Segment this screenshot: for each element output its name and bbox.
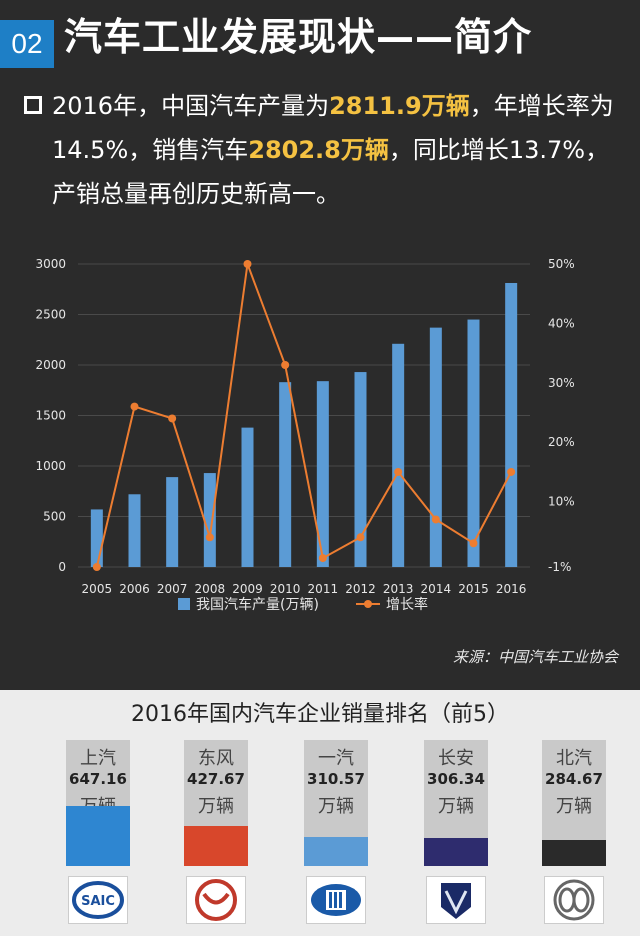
bar-production [316, 381, 329, 567]
bar-production [128, 494, 141, 567]
growth-rate-point [130, 402, 139, 411]
para-text-3: ，同比增长13.7%，产销总量再创历史新高一。 [52, 136, 610, 208]
y-left-tick-label: 1000 [35, 459, 66, 473]
rank-sales-value: 284.67 [545, 770, 603, 788]
y-right-tick-label: 30% [548, 376, 575, 390]
y-right-tick-label: -1% [548, 560, 571, 574]
x-tick-label: 2016 [496, 582, 527, 596]
growth-rate-point [281, 361, 290, 369]
bullet-square-icon [24, 96, 42, 114]
production-highlight: 2811.9万辆 [329, 92, 470, 120]
legend-bar-swatch [178, 598, 190, 610]
svg-text:SAIC: SAIC [81, 894, 115, 909]
x-tick-label: 2012 [345, 582, 376, 596]
rank-unit: 万辆 [198, 796, 234, 817]
rank-sales-bar [304, 837, 368, 866]
chart-svg: 0 500 1000 1500 2000 2500 3000 -1% 10% 20% 30% 40% 5… [35, 257, 575, 613]
growth-rate-point [356, 533, 365, 542]
bar-production [467, 319, 480, 567]
x-tick-label: 2008 [195, 582, 226, 596]
y-left-tick-label: 2000 [35, 358, 66, 372]
rank-sales-bar [424, 838, 488, 866]
rank-sales-value: 310.57 [307, 770, 365, 788]
rank-sales-bar [542, 840, 606, 866]
rank-brand-name: 东风 [198, 748, 234, 769]
intro-paragraph: 2016年，中国汽车产量为2811.9万辆，年增长率为14.5%，销售汽车280… [52, 84, 632, 216]
bar-production [392, 343, 405, 567]
bar-production [166, 477, 179, 567]
x-tick-label: 2014 [421, 582, 452, 596]
bar-production [354, 372, 367, 567]
rank-column: 长安 306.34 万辆 [424, 740, 488, 866]
brand-logo-icon [306, 876, 366, 924]
growth-rate-point [507, 467, 516, 476]
y-right-tick-label: 50% [548, 257, 575, 271]
x-tick-label: 2011 [308, 582, 339, 596]
y-left-tick-label: 3000 [35, 257, 66, 271]
rank-sales-bar [66, 806, 130, 866]
growth-rate-point [394, 467, 403, 476]
y-left-tick-label: 2500 [35, 308, 66, 322]
bar-production [279, 382, 292, 567]
bar-production [90, 509, 103, 567]
y-left-tick-label: 0 [58, 560, 66, 574]
brand-logo-icon [426, 876, 486, 924]
rank-brand-name: 长安 [438, 748, 474, 769]
legend-bar-label: 我国汽车产量(万辆) [196, 596, 319, 613]
growth-rate-point [243, 260, 252, 268]
rank-column: 一汽 310.57 万辆 [304, 740, 368, 866]
bar-production [429, 327, 442, 567]
x-tick-label: 2006 [119, 582, 150, 596]
growth-rate-line [95, 263, 513, 568]
y-right-tick-label: 40% [548, 316, 575, 330]
section-number-badge: 02 [0, 20, 54, 68]
production-chart: 0 500 1000 1500 2000 2500 3000 -1% 10% 20% 30% 40% 5… [0, 240, 640, 680]
bar-production [241, 427, 254, 567]
rank-column: 北汽 284.67 万辆 [542, 740, 606, 866]
rank-sales-value: 427.67 [187, 770, 245, 788]
rank-sales-value: 647.16 [69, 770, 127, 788]
growth-rate-point [168, 414, 177, 423]
y-left-tick-label: 1500 [35, 409, 66, 423]
ranking-title: 2016年国内汽车企业销量排名（前5） [131, 702, 509, 727]
brand-logo-icon [544, 876, 604, 924]
rank-brand-name: 一汽 [318, 748, 354, 769]
growth-rate-point [469, 539, 478, 548]
para-text-1: 2016年，中国汽车产量为 [52, 92, 330, 120]
y-right-tick-label: 20% [548, 435, 575, 449]
bar-production [505, 282, 518, 567]
ranking-panel: 2016年国内汽车企业销量排名（前5） 上汽647.16万辆SAIC东风427.… [0, 690, 640, 936]
rank-unit: 万辆 [318, 796, 354, 817]
growth-rate-point [431, 515, 440, 524]
brand-logo-icon [186, 876, 246, 924]
para-text-2: ，年增长率为14.5%，销售汽车 [52, 92, 614, 164]
brand-logo-icon: SAIC [68, 876, 128, 924]
rank-unit: 万辆 [438, 796, 474, 817]
x-tick-label: 2009 [232, 582, 263, 596]
rank-brand-name: 北汽 [556, 748, 592, 769]
x-tick-label: 2007 [157, 582, 188, 596]
sales-highlight: 2802.8万辆 [248, 136, 389, 164]
header: 02 汽车工业发展现状——简介 [0, 0, 640, 80]
bar-production [203, 473, 216, 567]
rank-column: 东风 427.67 万辆 [184, 740, 248, 866]
y-right-tick-label: 10% [548, 495, 575, 509]
x-tick-label: 2013 [383, 582, 414, 596]
y-left-tick-label: 500 [43, 510, 66, 524]
source-note: 来源：中国汽车工业协会 [452, 648, 618, 666]
legend-line-marker [364, 600, 372, 608]
page-title: 汽车工业发展现状——简介 [64, 15, 533, 59]
x-tick-label: 2015 [458, 582, 489, 596]
rank-sales-bar [184, 826, 248, 866]
growth-rate-point [318, 554, 327, 563]
growth-rate-point [205, 533, 214, 542]
x-tick-label: 2010 [270, 582, 301, 596]
legend-line-label: 增长率 [386, 596, 428, 613]
rank-brand-name: 上汽 [80, 748, 116, 769]
growth-rate-point [92, 563, 101, 571]
rank-sales-value: 306.34 [427, 770, 485, 788]
rank-unit: 万辆 [556, 796, 592, 817]
x-tick-label: 2005 [82, 582, 113, 596]
